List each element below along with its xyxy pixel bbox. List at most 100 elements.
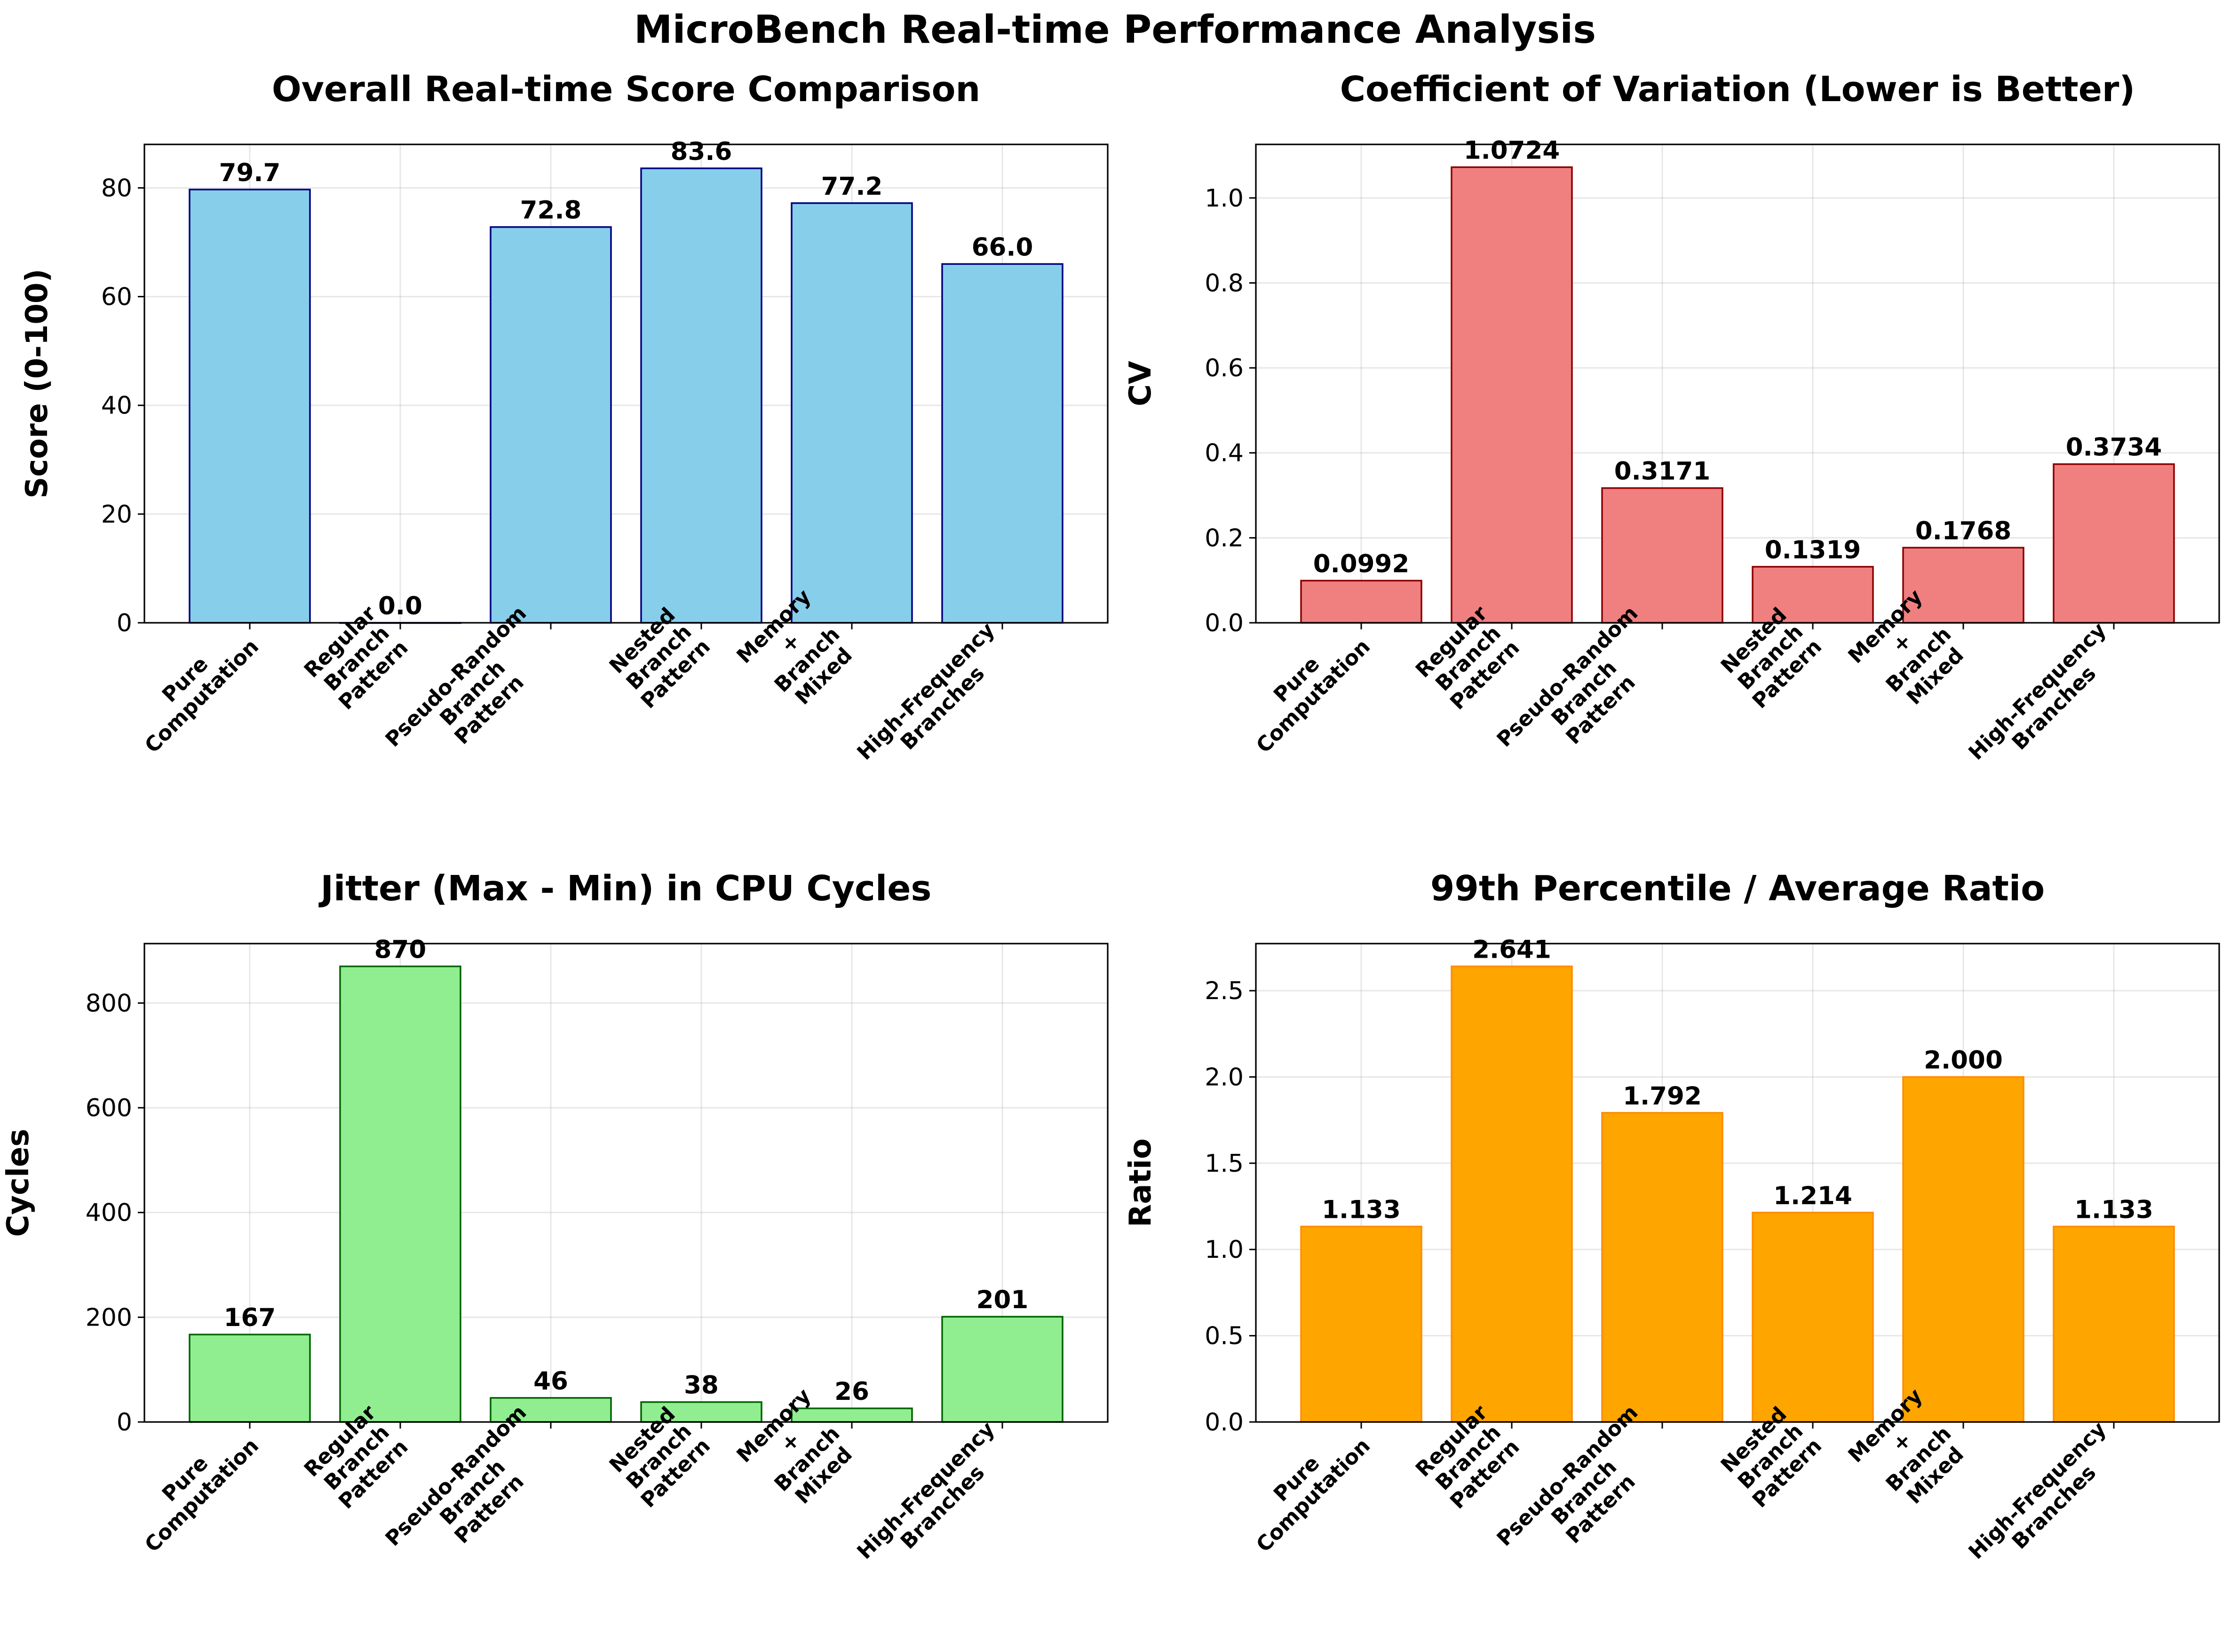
panel-4-x-tick-label: Pseudo-RandomBranchPattern (1492, 1400, 1676, 1584)
panel-2-title: Coefficient of Variation (Lower is Bette… (1340, 69, 2135, 110)
panel-4-y-tick-label: 0.0 (1205, 1408, 1244, 1437)
panel-2-bar (2053, 463, 2175, 624)
panel-1-value-label: 72.8 (520, 196, 582, 225)
panel-2-value-label: 0.0992 (1313, 549, 1410, 578)
panel-3-value-label: 38 (684, 1371, 719, 1400)
panel-4-y-axis-label: Ratio (1123, 1138, 1158, 1227)
panel-3-value-label: 870 (374, 935, 427, 964)
panel-1-x-tick-label: PureComputation (124, 618, 263, 758)
panel-2-x-tick-label: Pseudo-RandomBranchPattern (1492, 601, 1676, 785)
panel-1-y-tick-label: 60 (101, 283, 132, 311)
panel-4-value-label: 1.133 (1322, 1195, 1401, 1224)
panel-1-value-label: 79.7 (219, 159, 281, 187)
panel-2-x-tick-label-line: Computation (1252, 635, 1375, 758)
panel-2-y-tick-label: 0.8 (1205, 269, 1244, 297)
panel-4-y-tick-label: 0.5 (1205, 1322, 1244, 1350)
panel-2-value-label: 0.3171 (1614, 457, 1711, 486)
panel-2-bar (1601, 487, 1723, 624)
panel-3-title: Jitter (Max - Min) in CPU Cycles (318, 868, 932, 909)
figure-title: MicroBench Real-time Performance Analysi… (634, 8, 1596, 52)
panel-4-value-label: 1.214 (1773, 1182, 1852, 1210)
panel-3-y-tick-label: 600 (86, 1094, 132, 1122)
panel-2-y-tick-label: 0.0 (1205, 609, 1244, 637)
panel-4-axes-frame (1255, 943, 2220, 1423)
panel-1-y-tick-label: 20 (101, 500, 132, 529)
panel-1-axes-frame (143, 143, 1109, 624)
panel-4-bar (1300, 1225, 1422, 1423)
panel-1-bar (791, 202, 913, 624)
panel-3-x-tick-label-line: High-Frequency (853, 1417, 1000, 1564)
panel-4-x-tick-label-line: High-Frequency (1964, 1417, 2111, 1564)
panel-3-y-tick-label: 400 (86, 1199, 132, 1227)
panel-3-axes-frame (143, 943, 1109, 1423)
panel-4-value-label: 1.133 (2074, 1195, 2153, 1224)
panel-4-value-label: 1.792 (1623, 1082, 1702, 1111)
panel-4-title: 99th Percentile / Average Ratio (1430, 868, 2045, 909)
panel-2-x-tick-label: PureComputation (1235, 618, 1375, 758)
panel-3-bar (339, 965, 461, 1423)
panel-4-y-tick-label: 1.5 (1205, 1150, 1244, 1178)
panel-1-value-label: 77.2 (821, 172, 883, 201)
panel-1-value-label: 83.6 (671, 137, 732, 166)
panel-4-x-tick-label: RegularBranchPattern (1411, 1400, 1525, 1515)
panel-2-bar (1451, 166, 1573, 624)
panel-4-bar (1601, 1112, 1723, 1423)
panel-3-bar (791, 1407, 913, 1423)
panel-3-bar (490, 1397, 612, 1423)
panel-4-value-label: 2.000 (1924, 1046, 2003, 1074)
panel-2-value-label: 0.3734 (2066, 433, 2162, 462)
panel-3-bar (941, 1316, 1063, 1423)
panel-1-value-label: 66.0 (972, 233, 1033, 262)
panel-3-x-tick-label: PureComputation (124, 1417, 263, 1557)
panel-3-x-tick-label: Pseudo-RandomBranchPattern (381, 1400, 565, 1584)
panel-4-bar (1451, 965, 1573, 1423)
panel-1-title: Overall Real-time Score Comparison (272, 69, 980, 110)
panel-4-x-tick-label: High-FrequencyBranches (1964, 1417, 2128, 1581)
panel-3-bar (189, 1334, 311, 1423)
panel-2-y-tick-label: 0.2 (1205, 524, 1244, 552)
panel-1-value-label: 0.0 (378, 592, 422, 620)
panel-2-x-tick-label: High-FrequencyBranches (1964, 618, 2128, 782)
panel-3-value-label: 201 (976, 1286, 1029, 1314)
panel-1-bar (189, 189, 311, 624)
panel-4-bar (1752, 1212, 1874, 1423)
panel-1-y-tick-label: 40 (101, 392, 132, 420)
panel-3-bar (640, 1401, 762, 1423)
panel-3-y-axis-label: Cycles (1, 1128, 36, 1237)
panel-1-x-tick-label: High-FrequencyBranches (853, 618, 1016, 782)
panel-1-bar (490, 226, 612, 624)
panel-4-bar (2053, 1225, 2175, 1423)
panel-1-x-tick-label-line: Computation (140, 635, 263, 758)
panel-3-y-tick-label: 200 (86, 1303, 132, 1332)
panel-1-x-tick-label-line: High-Frequency (853, 618, 1000, 765)
panel-3-x-tick-label: High-FrequencyBranches (853, 1417, 1016, 1581)
panel-4-y-tick-label: 1.0 (1205, 1236, 1244, 1264)
panel-1-y-axis-label: Score (0-100) (20, 269, 55, 498)
panel-1-y-tick-label: 80 (101, 174, 132, 202)
panel-2-x-tick-label-line: High-Frequency (1964, 618, 2111, 765)
panel-2-y-axis-label: CV (1123, 361, 1158, 406)
panel-2-value-label: 1.0724 (1464, 136, 1560, 165)
panel-1-bar (941, 263, 1063, 624)
panel-2-bar (1752, 566, 1874, 624)
panel-3-value-label: 46 (533, 1367, 568, 1396)
panel-1-y-tick-label: 0 (117, 609, 132, 637)
panel-3-x-tick-label-line: Computation (140, 1434, 263, 1557)
panel-4-x-tick-label-line: Computation (1252, 1434, 1375, 1557)
panel-3-value-label: 26 (834, 1377, 869, 1406)
panel-3-y-tick-label: 800 (86, 989, 132, 1017)
panel-1-bar (640, 167, 762, 624)
panel-4-y-tick-label: 2.0 (1205, 1063, 1244, 1091)
panel-2-bar (1300, 580, 1422, 624)
panel-4-bar (1902, 1076, 2024, 1423)
panel-2-value-label: 0.1768 (1915, 516, 2012, 545)
panel-1-x-tick-label: Pseudo-RandomBranchPattern (381, 601, 565, 785)
panel-4-x-tick-label: PureComputation (1235, 1417, 1375, 1557)
panel-2-bar (1902, 547, 2024, 624)
panel-2-y-tick-label: 1.0 (1205, 184, 1244, 213)
panel-4-value-label: 2.641 (1472, 935, 1551, 964)
panel-2-y-tick-label: 0.4 (1205, 439, 1244, 468)
panel-2-value-label: 0.1319 (1765, 536, 1861, 564)
panel-4-y-tick-label: 2.5 (1205, 977, 1244, 1005)
